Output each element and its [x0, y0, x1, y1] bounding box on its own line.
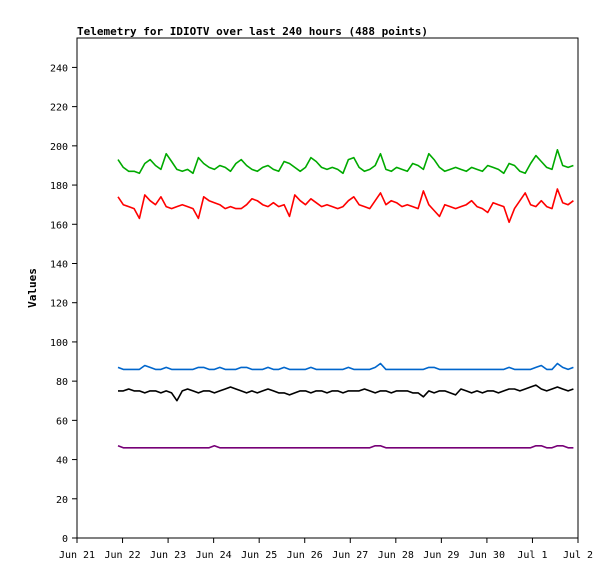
- y-tick-label: 20: [56, 495, 68, 506]
- x-tick-label: Jun 24: [196, 550, 232, 561]
- y-tick-label: 80: [56, 377, 68, 388]
- x-tick-label: Jun 22: [104, 550, 140, 561]
- series-line-1: [117, 149, 574, 175]
- x-tick-label: Jun 27: [332, 550, 368, 561]
- chart-title: Telemetry for IDIOTV over last 240 hours…: [77, 25, 428, 38]
- y-tick-label: 180: [50, 181, 68, 192]
- y-axis: 0 20 40 60 80 100 120 140 160 180 200 220 240: [50, 63, 77, 545]
- x-tick-label: Jun 23: [150, 550, 186, 561]
- x-tick-label: Jun 29: [423, 550, 459, 561]
- y-tick-label: 200: [50, 142, 68, 153]
- y-tick-label: 240: [50, 63, 68, 74]
- x-tick-label: Jun 21: [59, 550, 95, 561]
- plot-frame: [76, 37, 579, 539]
- y-tick-label: 140: [50, 259, 68, 270]
- y-tick-label: 0: [62, 534, 68, 545]
- y-tick-label: 40: [56, 456, 68, 467]
- series-line-4: [118, 384, 574, 402]
- y-axis-label: Values: [26, 268, 39, 308]
- x-tick-label: Jul 2: [563, 550, 593, 561]
- x-tick-label: Jul 1: [517, 550, 547, 561]
- x-tick-label: Jun 25: [241, 550, 277, 561]
- series-line-3: [117, 362, 574, 371]
- series-group: [117, 149, 574, 449]
- y-tick-label: 100: [50, 338, 68, 349]
- x-tick-label: Jun 30: [469, 550, 505, 561]
- x-tick-label: Jun 28: [378, 550, 414, 561]
- y-tick-label: 60: [56, 416, 68, 427]
- series-line-5: [117, 444, 574, 449]
- y-tick-label: 220: [50, 103, 68, 114]
- series-line-2: [117, 188, 574, 224]
- x-tick-label: Jun 26: [287, 550, 323, 561]
- y-tick-label: 120: [50, 299, 68, 310]
- y-tick-label: 160: [50, 220, 68, 231]
- x-axis: Jun 21 Jun 22 Jun 23 Jun 24 Jun 25 Jun 26 Jun …: [59, 538, 593, 561]
